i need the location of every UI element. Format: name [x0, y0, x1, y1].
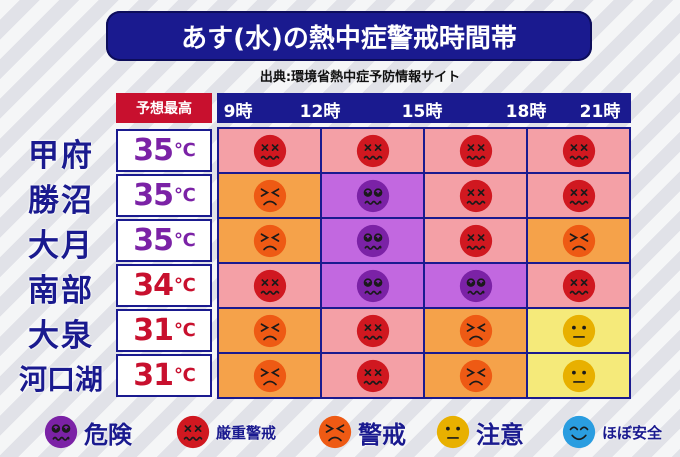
grid-cell-chui [528, 309, 629, 352]
city-name: 大月 [28, 228, 94, 264]
grid-cell-genju [219, 129, 320, 172]
chui-face-icon [562, 359, 595, 392]
city-name: 勝沼 [28, 183, 94, 219]
page-title: あす(水)の熱中症警戒時間帯 [106, 11, 592, 61]
genju-face-icon [176, 415, 210, 449]
legend-item-chui: 注意 [436, 412, 524, 452]
genju-face-icon [356, 314, 389, 347]
keikai-face-icon [253, 179, 286, 212]
city-name: 河口湖 [18, 362, 103, 396]
kiken-face-icon [44, 415, 78, 449]
title-text: あす(水)の熱中症警戒時間帯 [181, 23, 517, 54]
grid-cell-keikai [219, 219, 320, 262]
city-name: 甲府 [28, 138, 94, 174]
grid-cell-keikai [425, 309, 526, 352]
max-temp-box: 35 ℃ [116, 219, 212, 262]
kiken-face-icon [356, 179, 389, 212]
grid-cell-chui [528, 354, 629, 397]
max-temp-value: 35 [133, 178, 174, 213]
keikai-face-icon [459, 314, 492, 347]
grid-cell-kiken [322, 174, 423, 217]
keikai-face-icon [253, 359, 286, 392]
genju-face-icon [253, 269, 286, 302]
max-temp-box: 31 ℃ [116, 309, 212, 352]
grid-cell-genju [219, 264, 320, 307]
temp-unit: ℃ [173, 230, 196, 251]
city-name: 南部 [28, 273, 94, 309]
max-temp-value: 31 [133, 358, 174, 393]
time-header-1: 9時 [223, 102, 253, 122]
source-note: 出典:環境省熱中症予防情報サイト [259, 70, 461, 85]
temp-unit: ℃ [173, 365, 196, 386]
max-temp-box: 34 ℃ [116, 264, 212, 307]
temp-unit: ℃ [173, 275, 196, 296]
kiken-face-icon [356, 269, 389, 302]
genju-face-icon [253, 134, 286, 167]
genju-face-icon [459, 179, 492, 212]
forecast-high-header: 予想最高 [116, 93, 212, 123]
grid-cell-genju [425, 174, 526, 217]
time-header-4: 18時 [505, 102, 547, 122]
grid-cell-keikai [425, 354, 526, 397]
grid-cell-keikai [219, 174, 320, 217]
max-temp-value: 31 [133, 313, 174, 348]
grid-cell-kiken [322, 219, 423, 262]
legend-label: 危険 [84, 420, 132, 449]
temp-unit: ℃ [173, 320, 196, 341]
genju-face-icon [562, 179, 595, 212]
grid-cell-keikai [219, 354, 320, 397]
grid-cell-genju [322, 309, 423, 352]
grid-cell-genju [322, 129, 423, 172]
grid-cell-genju [528, 264, 629, 307]
genju-face-icon [459, 134, 492, 167]
forecast-high-label: 予想最高 [136, 101, 192, 117]
keikai-face-icon [318, 415, 352, 449]
grid-cell-genju [528, 174, 629, 217]
max-temp-value: 34 [133, 268, 174, 303]
time-header-5: 21時 [579, 102, 621, 122]
grid-cell-genju [425, 129, 526, 172]
legend-label: 警戒 [358, 420, 406, 449]
legend-label: 注意 [476, 420, 524, 449]
time-header-2: 12時 [299, 102, 341, 122]
max-temp-value: 35 [133, 223, 174, 258]
heat-grid [217, 127, 631, 399]
legend-item-hobo: ほぼ安全 [562, 412, 662, 452]
grid-cell-kiken [322, 264, 423, 307]
grid-cell-genju [322, 354, 423, 397]
keikai-face-icon [253, 314, 286, 347]
time-header-bar [217, 93, 631, 123]
kiken-face-icon [356, 224, 389, 257]
chui-face-icon [562, 314, 595, 347]
temp-unit: ℃ [173, 140, 196, 161]
max-temp-box: 31 ℃ [116, 354, 212, 397]
legend-label: ほぼ安全 [602, 423, 663, 442]
max-temp-value: 35 [133, 133, 174, 168]
genju-face-icon [356, 359, 389, 392]
genju-face-icon [562, 134, 595, 167]
chui-face-icon [436, 415, 470, 449]
hobo-face-icon [562, 415, 596, 449]
grid-cell-genju [528, 129, 629, 172]
grid-cell-keikai [528, 219, 629, 262]
max-temp-box: 35 ℃ [116, 129, 212, 172]
max-temp-box: 35 ℃ [116, 174, 212, 217]
legend-item-kiken: 危険 [44, 412, 132, 452]
legend-item-genju: 厳重警戒 [176, 412, 276, 452]
grid-cell-kiken [425, 264, 526, 307]
genju-face-icon [562, 269, 595, 302]
keikai-face-icon [562, 224, 595, 257]
grid-cell-genju [425, 219, 526, 262]
grid-cell-keikai [219, 309, 320, 352]
legend-label: 厳重警戒 [216, 423, 277, 442]
keikai-face-icon [253, 224, 286, 257]
temp-unit: ℃ [173, 185, 196, 206]
kiken-face-icon [459, 269, 492, 302]
city-name: 大泉 [28, 318, 94, 354]
time-header-3: 15時 [401, 102, 443, 122]
keikai-face-icon [459, 359, 492, 392]
genju-face-icon [356, 134, 389, 167]
genju-face-icon [459, 224, 492, 257]
legend-item-keikai: 警戒 [318, 412, 406, 452]
